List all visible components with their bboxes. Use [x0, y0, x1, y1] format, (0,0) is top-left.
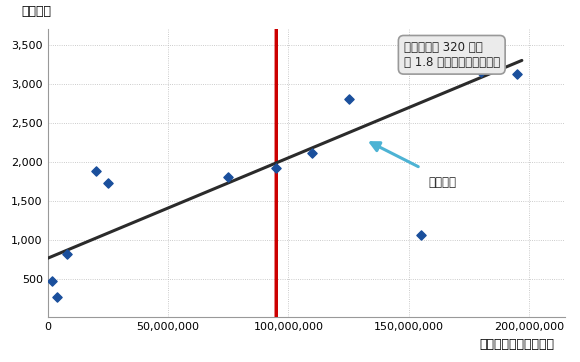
Point: [103, 180, 113, 186]
Point: [48, 278, 57, 284]
Y-axis label: （千人）: （千人）: [21, 5, 52, 18]
Point: [308, 150, 317, 156]
Point: [62, 252, 71, 257]
Text: 回帰直線: 回帰直線: [428, 176, 456, 189]
Point: [476, 69, 485, 75]
Text: リーチ数約 320 万人
約 1.8 億インプレッション: リーチ数約 320 万人 約 1.8 億インプレッション: [404, 41, 500, 69]
Point: [223, 174, 233, 180]
Point: [344, 96, 353, 102]
Point: [271, 165, 281, 171]
X-axis label: （インプレッション）: （インプレッション）: [480, 338, 555, 351]
Point: [512, 71, 521, 76]
Point: [416, 232, 425, 238]
Point: [53, 294, 62, 300]
Point: [91, 168, 100, 174]
